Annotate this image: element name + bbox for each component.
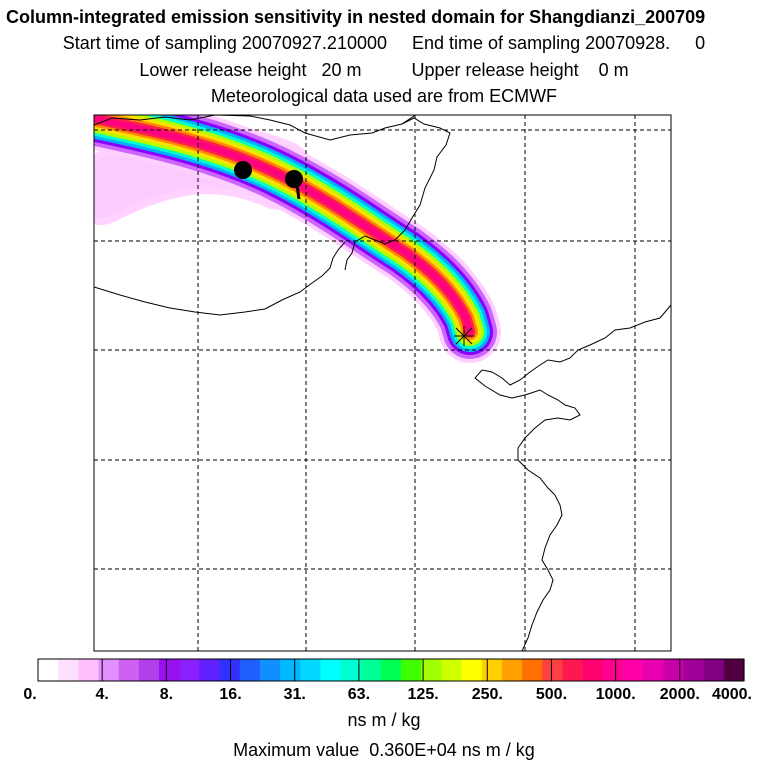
color-scale-cell <box>481 659 503 681</box>
color-scale-cell <box>340 659 362 681</box>
color-scale-cell <box>58 659 79 681</box>
color-scale-cell <box>259 659 281 681</box>
color-scale-label: 250. <box>472 686 503 703</box>
plume-band-10 <box>94 115 473 335</box>
color-scale-cell <box>380 659 402 681</box>
color-scale-cell <box>360 659 382 681</box>
color-scale-cell <box>98 659 120 681</box>
color-scale-label: 63. <box>348 686 370 703</box>
emission-sensitivity-plume <box>94 115 501 363</box>
color-scale-labels: 0. 4. 8. 16. 31. 63. 125. 250. 500. 1000. 2000. 400… <box>23 686 752 703</box>
color-scale-cell <box>199 659 221 681</box>
color-scale-cell <box>582 659 604 681</box>
color-scale-cell <box>522 659 543 681</box>
color-scale-cell <box>663 659 685 681</box>
coastline <box>474 304 671 651</box>
color-scale-label: 125. <box>408 686 439 703</box>
graticule <box>94 115 671 651</box>
color-scale-frame <box>37 658 745 682</box>
max-value-line: Maximum value 0.360E+04 ns m / kg <box>233 740 535 760</box>
color-scale-cell <box>38 659 59 681</box>
map-title: Column-integrated emission sensitivity i… <box>6 7 706 27</box>
color-scale-label: 500. <box>536 686 567 703</box>
color-scale-cell <box>300 659 321 681</box>
sampling-time-line: Start time of sampling 20070927.210000 E… <box>62 33 706 53</box>
color-scale-label: 4. <box>96 686 109 703</box>
color-scale-cell <box>643 659 664 681</box>
scale-unit-label: ns m / kg <box>347 710 421 730</box>
color-scale-cell <box>461 659 483 681</box>
color-scale-cell <box>138 659 160 681</box>
color-scale-cell <box>501 659 523 681</box>
color-scale-cell <box>159 659 180 681</box>
color-scale-cell <box>219 659 241 681</box>
color-scale-cell <box>441 659 463 681</box>
color-scale-label: 4000. <box>712 686 752 703</box>
sample-dot-2-tail <box>295 184 301 200</box>
color-scale-cell <box>683 659 705 681</box>
release-height-line: Lower release height 20 m Upper release … <box>139 60 629 80</box>
color-scale-cell <box>401 659 422 681</box>
color-scale-cell <box>562 659 584 681</box>
color-scale-cell <box>542 659 564 681</box>
color-scale-cell <box>622 659 644 681</box>
color-scale-cell <box>239 659 261 681</box>
color-scale-label: 8. <box>160 686 173 703</box>
color-scale-label: 0. <box>23 686 36 703</box>
sample-dot-1 <box>234 161 252 179</box>
color-scale-label: 1000. <box>596 686 636 703</box>
color-scale-cell <box>78 659 100 681</box>
met-data-line: Meteorological data used are from ECMWF <box>210 86 558 106</box>
plume-layer <box>94 115 671 651</box>
border-line-east <box>401 115 417 125</box>
color-scale-cell <box>280 659 301 681</box>
color-scale-label: 16. <box>219 686 241 703</box>
color-scale-cell <box>421 659 443 681</box>
color-scale-cell <box>320 659 342 681</box>
color-scale-cell <box>602 659 624 681</box>
color-scale-cells <box>38 659 745 681</box>
map-frame <box>93 114 672 652</box>
color-scale-cell <box>723 659 745 681</box>
border-line-inner <box>94 241 346 316</box>
color-scale-cell <box>118 659 140 681</box>
color-scale-label: 31. <box>284 686 306 703</box>
color-scale-label: 2000. <box>660 686 700 703</box>
release-point-star <box>454 326 474 346</box>
color-scale-cell <box>703 659 725 681</box>
sample-dot-2 <box>285 170 303 188</box>
color-scale-cell <box>179 659 200 681</box>
